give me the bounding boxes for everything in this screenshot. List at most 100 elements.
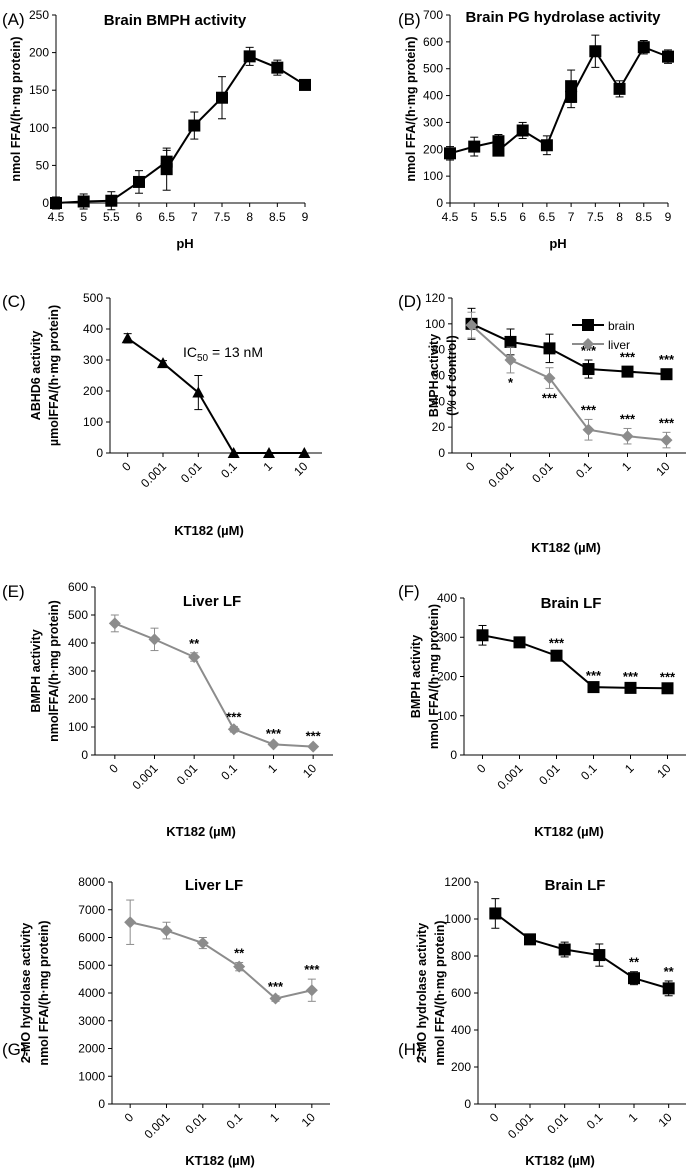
data-point-a-brain bbox=[105, 194, 118, 207]
panel-e: (E) Liver LF 0 100 200 300 400 500 600 0 0.001 0.01… bbox=[2, 580, 333, 839]
panel-label-e: (E) bbox=[2, 582, 25, 601]
data-point-g-liver bbox=[305, 984, 318, 997]
y-tick-label-b: 600 bbox=[423, 35, 443, 49]
y-tick-label-a: 0 bbox=[42, 196, 49, 210]
x-tick-label-b: 6 bbox=[519, 210, 526, 224]
data-point-g-liver bbox=[233, 960, 246, 973]
data-point-d-liver bbox=[660, 434, 673, 447]
data-point-b-brain bbox=[613, 82, 626, 95]
x-tick-label-a: 8 bbox=[246, 210, 253, 224]
data-point-g-liver bbox=[269, 992, 282, 1005]
x-tick-label-a: 7 bbox=[191, 210, 198, 224]
x-tick-label-a: 4.5 bbox=[48, 210, 65, 224]
y-axis-label-g: 2-MO hydrolase activity bbox=[19, 923, 33, 1063]
x-tick-label-g: 10 bbox=[299, 1110, 319, 1130]
data-point-h-brain bbox=[628, 972, 640, 985]
panel-b: (B) Brain PG hydrolase activity 0 100 200 300… bbox=[398, 8, 674, 251]
y-tick-label-f: 300 bbox=[437, 630, 457, 644]
data-point-e-liver bbox=[188, 651, 201, 663]
x-tick-label-g: 0.01 bbox=[183, 1110, 210, 1137]
y-tick-label-h: 1000 bbox=[444, 912, 471, 926]
data-point-b-brain bbox=[492, 135, 505, 148]
x-tick-label-f: 0.01 bbox=[536, 761, 563, 788]
y-tick-label-d: 100 bbox=[425, 317, 445, 331]
data-point-b-brain bbox=[637, 41, 650, 54]
x-tick-label-h: 0.1 bbox=[584, 1110, 606, 1132]
y-axis-label-d: (% of control) bbox=[445, 335, 459, 416]
y-axis-label-c: µmolFFA/(h·mg protein) bbox=[47, 305, 61, 446]
x-tick-label-f: 0.1 bbox=[578, 761, 600, 783]
panel-title-e: Liver LF bbox=[183, 593, 241, 610]
y-tick-label-g: 6000 bbox=[78, 931, 105, 945]
series-line-a-brain bbox=[55, 55, 306, 204]
panel-g: (G) Liver LF 0 1000 2000 3000 4000 5000 6000 7000… bbox=[2, 875, 330, 1168]
y-axis-label-h: 2-MO hydrolase activity bbox=[415, 923, 429, 1063]
y-tick-label-f: 400 bbox=[437, 591, 457, 605]
y-tick-label-b: 700 bbox=[423, 8, 443, 22]
x-tick-label-a: 5.5 bbox=[103, 210, 120, 224]
x-axis-label-e: KT182 (µM) bbox=[166, 824, 236, 839]
significance-mark-e: ** bbox=[189, 636, 200, 651]
y-axis-label-c: ABHD6 activity bbox=[29, 331, 43, 421]
series-line-e-liver bbox=[114, 622, 314, 748]
y-axis-label-g: nmol FFA/(h·mg protein) bbox=[37, 920, 51, 1065]
x-tick-label-g: 1 bbox=[267, 1110, 282, 1125]
data-point-d-liver bbox=[621, 430, 634, 443]
significance-mark-f: *** bbox=[549, 636, 565, 651]
y-axis-label-b: nmol FFA/(h·mg protein) bbox=[404, 36, 418, 181]
x-tick-label-a: 6.5 bbox=[158, 210, 175, 224]
series-line-g-liver bbox=[129, 921, 313, 1000]
significance-mark-h: ** bbox=[664, 964, 675, 979]
y-axis-label-f: BMPH activity bbox=[409, 635, 423, 718]
data-point-f-brain bbox=[587, 681, 600, 694]
panel-label-f: (F) bbox=[398, 582, 420, 601]
data-point-c-ABHD6 bbox=[121, 332, 134, 344]
x-tick-label-c: 10 bbox=[291, 459, 311, 479]
y-tick-label-c: 200 bbox=[83, 384, 103, 398]
y-tick-label-b: 0 bbox=[436, 196, 443, 210]
significance-mark-d: *** bbox=[581, 402, 597, 417]
data-point-a-brain bbox=[50, 197, 62, 209]
x-tick-label-b: 4.5 bbox=[442, 210, 459, 224]
y-tick-label-c: 400 bbox=[83, 322, 103, 336]
data-point-f-brain bbox=[550, 649, 563, 662]
data-point-b-brain bbox=[492, 144, 505, 157]
x-tick-label-a: 6 bbox=[136, 210, 143, 224]
y-tick-label-a: 150 bbox=[29, 83, 49, 97]
x-tick-label-g: 0 bbox=[122, 1110, 137, 1125]
significance-mark-g: *** bbox=[268, 979, 284, 994]
data-point-b-brain bbox=[565, 90, 578, 103]
legend-marker-liver bbox=[582, 338, 594, 350]
panel-title-g: Liver LF bbox=[185, 877, 243, 894]
panel-title-f: Brain LF bbox=[541, 595, 602, 612]
data-point-f-brain bbox=[661, 682, 674, 695]
x-tick-label-d: 0.01 bbox=[529, 459, 556, 486]
y-axis-label-e: BMPH activity bbox=[29, 629, 43, 712]
x-tick-label-d: 0.1 bbox=[573, 459, 595, 481]
x-tick-label-e: 0.1 bbox=[218, 761, 240, 783]
legend-label-liver: liver bbox=[608, 338, 630, 352]
x-tick-label-g: 0.1 bbox=[224, 1110, 246, 1132]
y-tick-label-e: 600 bbox=[68, 580, 88, 594]
data-point-e-liver bbox=[227, 723, 240, 736]
data-point-d-liver bbox=[465, 319, 478, 332]
x-tick-label-e: 1 bbox=[265, 761, 280, 776]
y-tick-label-g: 2000 bbox=[78, 1042, 105, 1056]
data-point-e-liver bbox=[307, 740, 320, 753]
significance-mark-f: *** bbox=[586, 668, 602, 683]
panel-f: (F) Brain LF 0 100 200 300 400 0 0.001 0.01 0.1 1 10… bbox=[398, 582, 686, 839]
x-axis-label-c: KT182 (µM) bbox=[174, 523, 244, 538]
y-tick-label-g: 1000 bbox=[78, 1069, 105, 1083]
series-line-d-liver bbox=[470, 324, 667, 442]
y-tick-label-b: 500 bbox=[423, 62, 443, 76]
series-line-c-ABHD6 bbox=[127, 337, 305, 454]
y-tick-label-e: 100 bbox=[68, 720, 88, 734]
y-tick-label-b: 100 bbox=[423, 169, 443, 183]
series-line-b-brain bbox=[449, 45, 669, 155]
series-line-h-brain bbox=[494, 912, 669, 990]
x-tick-label-h: 1 bbox=[625, 1110, 640, 1125]
data-point-f-brain bbox=[476, 629, 489, 642]
x-tick-label-b: 5.5 bbox=[490, 210, 507, 224]
x-tick-label-c: 1 bbox=[260, 459, 275, 474]
data-point-d-liver bbox=[582, 423, 595, 436]
